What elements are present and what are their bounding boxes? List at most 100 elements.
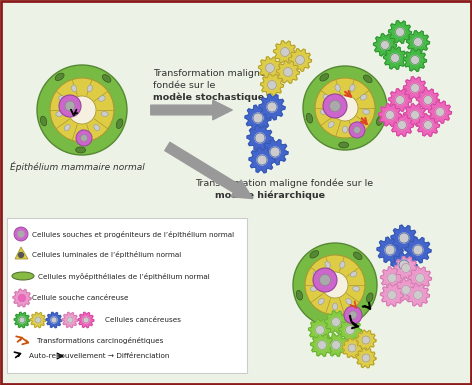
Circle shape [65, 101, 75, 111]
Ellipse shape [12, 272, 34, 280]
Polygon shape [338, 319, 362, 341]
Text: Cellules luminales de l’épithélium normal: Cellules luminales de l’épithélium norma… [32, 251, 181, 258]
Polygon shape [404, 77, 427, 99]
Polygon shape [391, 225, 417, 251]
Polygon shape [395, 279, 418, 301]
Polygon shape [277, 61, 300, 84]
Text: Transformations carcinogénétiques: Transformations carcinogénétiques [37, 336, 163, 343]
Circle shape [59, 95, 81, 117]
Ellipse shape [377, 116, 383, 126]
Circle shape [293, 243, 377, 327]
Polygon shape [406, 284, 430, 306]
Circle shape [413, 245, 423, 255]
Circle shape [396, 95, 405, 104]
Ellipse shape [366, 293, 373, 303]
Circle shape [257, 155, 267, 165]
Ellipse shape [64, 124, 70, 131]
Circle shape [68, 96, 96, 124]
Polygon shape [325, 311, 347, 333]
Polygon shape [78, 312, 94, 328]
Ellipse shape [79, 129, 84, 137]
Circle shape [18, 253, 24, 258]
Ellipse shape [325, 261, 330, 268]
Circle shape [423, 95, 432, 104]
Polygon shape [404, 49, 427, 71]
Polygon shape [405, 237, 431, 263]
Polygon shape [325, 334, 347, 357]
Circle shape [320, 275, 330, 286]
Ellipse shape [99, 96, 105, 101]
Circle shape [396, 27, 405, 37]
Circle shape [313, 268, 337, 292]
Circle shape [35, 317, 41, 323]
Ellipse shape [59, 96, 65, 101]
Circle shape [19, 317, 25, 323]
Polygon shape [247, 125, 273, 151]
Circle shape [14, 227, 28, 241]
Polygon shape [388, 89, 412, 111]
Polygon shape [311, 334, 334, 357]
Circle shape [397, 121, 406, 129]
Ellipse shape [350, 84, 355, 91]
Circle shape [270, 147, 280, 157]
Circle shape [295, 55, 304, 65]
Ellipse shape [94, 124, 100, 131]
Ellipse shape [332, 303, 337, 310]
Polygon shape [395, 257, 418, 280]
FancyArrowPatch shape [165, 142, 253, 199]
Circle shape [436, 107, 445, 117]
Ellipse shape [313, 271, 320, 277]
Polygon shape [416, 114, 439, 136]
Circle shape [280, 47, 289, 57]
Ellipse shape [343, 126, 347, 133]
Polygon shape [380, 267, 404, 290]
Circle shape [255, 133, 265, 143]
Ellipse shape [87, 85, 93, 92]
Polygon shape [249, 147, 275, 173]
Circle shape [315, 325, 325, 335]
Circle shape [411, 84, 420, 92]
Circle shape [386, 110, 395, 119]
Circle shape [349, 122, 365, 138]
Ellipse shape [102, 75, 111, 82]
Ellipse shape [56, 112, 63, 117]
Text: Cellule souche cancéreuse: Cellule souche cancéreuse [32, 295, 128, 301]
Polygon shape [273, 41, 296, 64]
Polygon shape [383, 47, 406, 69]
Circle shape [51, 317, 57, 323]
Ellipse shape [346, 298, 352, 305]
Circle shape [354, 127, 361, 134]
Text: Cellules cancéreuses: Cellules cancéreuses [105, 317, 181, 323]
Circle shape [346, 325, 354, 335]
Circle shape [265, 64, 275, 72]
Ellipse shape [350, 271, 357, 277]
Ellipse shape [335, 84, 340, 91]
Circle shape [362, 336, 370, 344]
Circle shape [305, 255, 365, 315]
Circle shape [385, 245, 395, 255]
Text: Transformation maligne fondée sur le: Transformation maligne fondée sur le [195, 179, 373, 188]
Polygon shape [245, 105, 271, 131]
Circle shape [284, 67, 293, 77]
Ellipse shape [320, 74, 329, 81]
Ellipse shape [360, 94, 367, 100]
Ellipse shape [329, 319, 339, 325]
Circle shape [37, 65, 127, 155]
Ellipse shape [76, 147, 85, 153]
Circle shape [18, 295, 25, 301]
Circle shape [399, 260, 409, 270]
Text: Cellules souches et progéniteurs de l’épithélium normal: Cellules souches et progéniteurs de l’ép… [32, 231, 234, 238]
Ellipse shape [363, 75, 372, 83]
Polygon shape [309, 319, 331, 341]
Circle shape [332, 95, 358, 121]
Polygon shape [380, 284, 404, 306]
Circle shape [18, 231, 24, 237]
Polygon shape [262, 139, 288, 165]
Circle shape [388, 273, 396, 283]
Polygon shape [377, 237, 403, 263]
Polygon shape [13, 289, 31, 307]
Circle shape [318, 340, 327, 350]
Polygon shape [15, 247, 28, 259]
Circle shape [411, 55, 420, 65]
Circle shape [81, 134, 87, 142]
